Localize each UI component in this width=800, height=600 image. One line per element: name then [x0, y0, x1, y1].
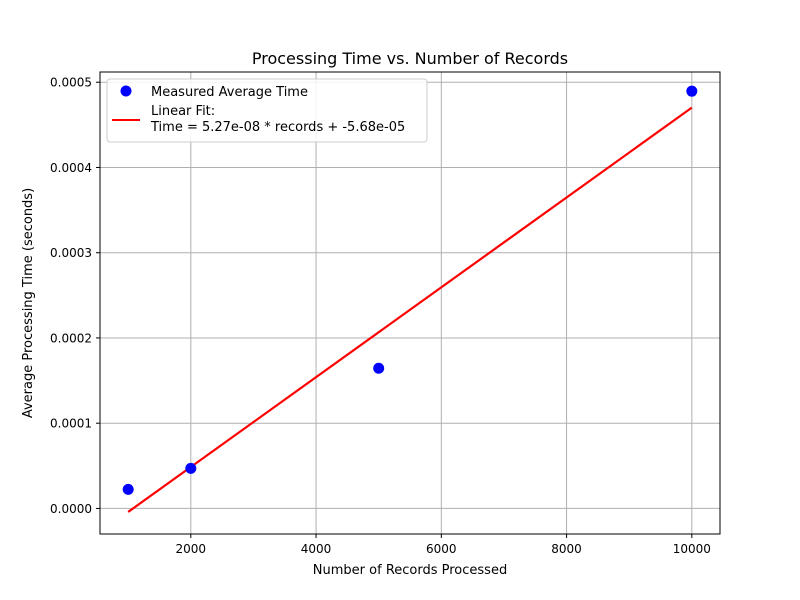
legend-box: [106, 78, 428, 143]
legend-label-fit-line: Time = 5.27e-08 * records + -5.68e-05: [150, 120, 405, 135]
fit-line-layer: [127, 106, 693, 513]
x-axis-label: Number of Records Processed: [313, 563, 507, 578]
chart-title: Processing Time vs. Number of Records: [252, 49, 568, 68]
y-tick-label: 0.0000: [50, 502, 92, 516]
y-tick-label: 0.0005: [50, 76, 92, 90]
y-tick-label: 0.0001: [50, 417, 92, 431]
x-tick-label: 8000: [551, 542, 582, 556]
legend-marker-measured: [120, 85, 132, 97]
legend: Measured Average Time Linear Fit: Time = …: [106, 78, 428, 143]
x-tick-label: 6000: [426, 542, 457, 556]
points-layer: [122, 85, 698, 495]
legend-label-measured: Measured Average Time: [151, 85, 308, 100]
x-tick-label: 10000: [673, 542, 711, 556]
x-tick-label: 2000: [176, 542, 207, 556]
y-axis-ticks: 0.0000 0.0001 0.0002 0.0003 0.0004 0.0005: [50, 76, 100, 516]
legend-label-fit: Linear Fit: Time = 5.27e-08 * records + -…: [150, 104, 405, 135]
y-tick-label: 0.0004: [50, 161, 92, 175]
x-tick-label: 4000: [301, 542, 332, 556]
legend-label-fit-line: Linear Fit:: [151, 104, 215, 119]
data-point: [122, 483, 134, 495]
y-tick-label: 0.0003: [50, 246, 92, 260]
data-point: [185, 462, 197, 474]
y-axis-label: Average Processing Time (seconds): [21, 188, 36, 418]
y-tick-label: 0.0002: [50, 331, 92, 345]
data-point: [373, 362, 385, 374]
fit-line: [127, 106, 693, 513]
plot-frame: [99, 71, 721, 535]
data-point: [686, 85, 698, 97]
x-axis-ticks: 2000 4000 6000 8000 10000: [176, 534, 711, 556]
